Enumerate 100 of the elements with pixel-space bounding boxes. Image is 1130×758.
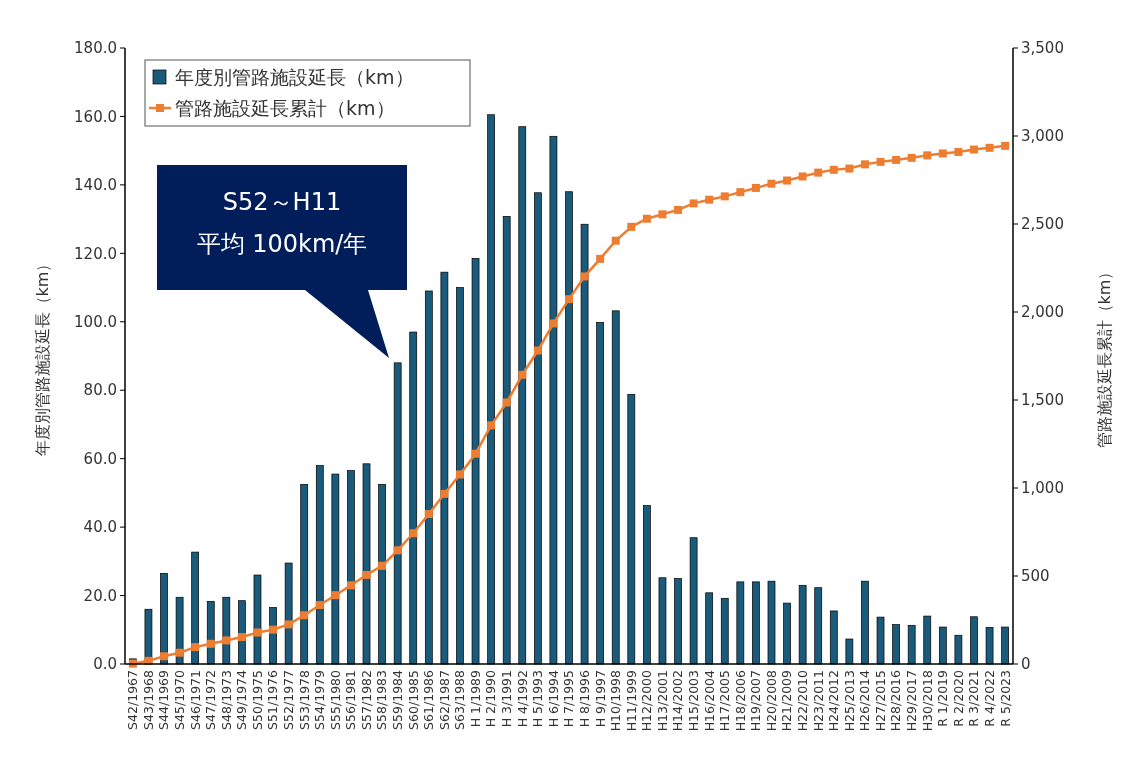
y-tick-label: 0.0 — [93, 655, 117, 674]
y-tick-label: 100.0 — [74, 313, 117, 332]
x-tick-label: H27/2015 — [872, 670, 888, 732]
point — [533, 346, 542, 355]
y-axis-title: 年度別管路施設延長（km） — [33, 255, 52, 457]
annotation: 平均 100km/年 — [196, 230, 368, 258]
point — [705, 195, 714, 204]
x-tick-label: H19/2007 — [748, 670, 764, 732]
y2-tick-label: 0 — [1021, 655, 1031, 674]
point — [471, 449, 480, 458]
y2-tick-label: 3,500 — [1021, 39, 1064, 58]
x-tick-label: H 7/1995 — [561, 670, 577, 728]
point — [720, 192, 729, 201]
point — [191, 643, 200, 652]
x-tick-label: H 2/1990 — [483, 669, 499, 728]
y-tick-label: 120.0 — [74, 244, 117, 263]
x-tick-label: H29/2017 — [904, 670, 920, 732]
point — [751, 183, 760, 192]
point — [253, 628, 262, 637]
point — [424, 510, 433, 519]
y-tick-label: 20.0 — [83, 586, 117, 605]
x-tick-label: R 2/2020 — [950, 669, 966, 727]
point — [206, 639, 215, 648]
point — [798, 172, 807, 181]
annotation: S52～H11 — [222, 188, 342, 216]
x-tick-label: H11/1999 — [623, 669, 639, 732]
point — [767, 179, 776, 188]
x-tick-label: S58/1983 — [374, 670, 390, 730]
y-tick-label: 40.0 — [83, 518, 117, 537]
x-tick-label: H21/2009 — [779, 669, 795, 732]
point — [237, 633, 246, 642]
x-tick-label: S47/1972 — [203, 670, 219, 730]
point — [393, 546, 402, 555]
y-tick-label: 160.0 — [74, 107, 117, 126]
x-tick-label: H17/2005 — [717, 670, 733, 732]
point — [674, 205, 683, 214]
y-tick-label: 180.0 — [74, 39, 117, 58]
x-tick-label: H22/2010 — [795, 669, 811, 732]
x-tick-label: R 4/2022 — [981, 670, 997, 727]
y2-tick-label: 3,000 — [1021, 127, 1064, 146]
point — [362, 570, 371, 579]
point — [985, 143, 994, 152]
point — [378, 561, 387, 570]
x-tick-label: H20/2008 — [763, 669, 779, 732]
point — [502, 398, 511, 407]
point — [829, 165, 838, 174]
x-tick-label: H 3/1991 — [499, 670, 515, 728]
y2-tick-label: 2,000 — [1021, 303, 1064, 322]
x-tick-label: H24/2012 — [826, 670, 842, 732]
point — [565, 295, 573, 304]
point — [736, 188, 745, 197]
x-tick-label: S61/1986 — [421, 669, 437, 730]
x-tick-label: S57/1982 — [358, 670, 374, 730]
x-tick-label: H25/2013 — [841, 670, 857, 732]
point — [222, 636, 231, 645]
point — [580, 272, 589, 281]
point — [269, 625, 278, 634]
y-tick-label: 60.0 — [83, 449, 117, 468]
legend-label: 管路施設延長累計（km） — [175, 96, 395, 119]
x-tick-label: R 1/2019 — [935, 669, 951, 727]
x-tick-label: S51/1976 — [265, 669, 281, 730]
x-tick-label: S53/1978 — [296, 669, 312, 730]
point — [440, 489, 449, 498]
y2-axis-title: 管路施設延長累計（km） — [1095, 263, 1114, 449]
point — [923, 151, 932, 160]
y2-tick-label: 2,500 — [1021, 215, 1064, 234]
x-tick-label: S50/1975 — [249, 670, 265, 730]
y2-tick-label: 1,000 — [1021, 479, 1064, 498]
point — [409, 529, 418, 538]
x-tick-label: H23/2011 — [810, 670, 826, 732]
point — [954, 148, 963, 157]
x-tick-label: H 5/1993 — [530, 670, 546, 728]
x-tick-label: H 9/1997 — [592, 670, 608, 728]
x-tick-label: R 5/2023 — [997, 670, 1013, 727]
x-tick-label: H16/2004 — [701, 669, 717, 732]
x-tick-label: H18/2006 — [732, 669, 748, 732]
x-tick-label: S56/1981 — [343, 670, 359, 730]
point — [611, 236, 620, 245]
x-tick-label: S43/1968 — [140, 669, 156, 730]
point — [658, 210, 667, 219]
point — [315, 601, 324, 610]
point — [518, 370, 527, 379]
point — [596, 254, 605, 263]
x-tick-label: H 1/1989 — [467, 669, 483, 728]
point — [487, 421, 496, 430]
x-tick-label: S62/1987 — [436, 670, 452, 730]
x-tick-label: S42/1967 — [125, 670, 141, 730]
x-tick-label: S60/1985 — [405, 670, 421, 730]
x-tick-label: S52/1977 — [281, 670, 296, 730]
y-tick-label: 140.0 — [74, 176, 117, 195]
x-tick-label: S63/1988 — [452, 669, 468, 730]
x-tick-label: S48/1973 — [218, 670, 234, 730]
x-tick-label: H14/2002 — [670, 670, 686, 732]
x-tick-label: H30/2018 — [919, 669, 935, 732]
point — [814, 168, 823, 177]
point — [783, 176, 792, 185]
x-tick-label: H 6/1994 — [545, 669, 561, 728]
x-tick-label: S49/1974 — [234, 669, 250, 730]
point — [300, 611, 309, 620]
x-tick-label: H13/2001 — [654, 670, 670, 732]
